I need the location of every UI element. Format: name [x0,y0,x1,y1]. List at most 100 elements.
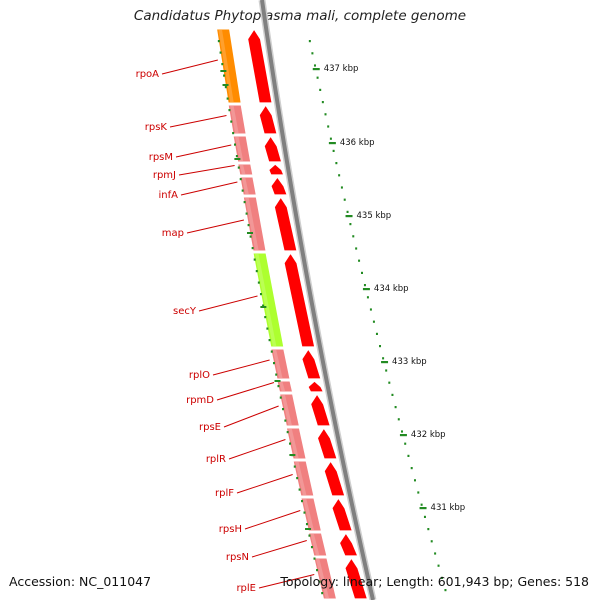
inner-dot [255,270,258,273]
inner-dot [296,477,299,480]
outer-dot [324,113,327,116]
kbp-tick-mark [312,68,320,71]
gene-label-rplO: rplO [189,370,210,381]
inner-dot [303,511,306,514]
inner-dash [234,158,241,160]
outer-dot [363,284,366,287]
kbp-tick-mark [419,507,427,510]
gene-highlight-map [245,198,259,250]
outer-dot [397,418,400,421]
inner-dot [277,385,280,388]
outer-dot [404,442,407,445]
inner-dot [221,63,224,66]
outer-dot [316,76,319,79]
inner-dot [262,304,265,307]
leader-rpsM [175,144,232,158]
gene-highlight-rpmJ [239,165,246,174]
inner-dot [286,431,289,434]
outer-dot [417,491,420,494]
gene-block-rpsN [307,532,328,557]
accession-text: Accession: NC_011047 [9,574,152,589]
inner-dot [289,442,292,445]
inner-dash [305,528,312,530]
gene-highlight-rpsE [281,395,292,425]
cds-track [246,27,369,600]
inner-dot [284,419,287,422]
gene-highlight-rplO [272,350,283,378]
outer-dot [444,589,447,592]
outer-dot [430,540,433,543]
outer-dot [423,515,426,518]
inner-dot [232,132,235,135]
outer-dot [329,137,332,140]
gene-label-rpmJ: rpmJ [153,170,176,181]
kbp-label: 433 kbp [392,357,427,367]
inner-dash [289,454,296,456]
leader-rpoA [161,59,218,75]
outer-dot [360,271,363,274]
outer-dot [369,308,372,311]
inner-dot [279,396,282,399]
outer-dot [346,210,349,213]
gene-highlight-rpoA [218,30,234,102]
gene-block-rpmD [276,380,294,393]
outer-dot [400,430,403,433]
inner-dash [220,70,227,72]
dotted-guides [217,40,447,595]
outer-dot [375,332,378,335]
outer-dot [440,576,443,579]
outer-dot [343,198,346,201]
cds-arrow-secY [283,251,316,348]
gene-block-rpsH [300,497,323,532]
inner-dot [298,488,301,491]
cds-arrow-rpmJ [267,163,285,176]
inner-dot [235,155,238,158]
leader-rpmJ [178,165,235,176]
inner-dot [259,293,262,296]
outer-dot [319,88,322,91]
map-title: Candidatus Phytoplasma mali, complete ge… [133,8,467,24]
inner-dot [316,569,319,572]
gene-label-rplE: rplE [236,583,256,594]
label-leaders [161,59,315,589]
kbp-label: 432 kbp [411,430,446,440]
outer-dot [427,528,430,531]
outer-dot [327,125,330,128]
leader-rpsK [169,115,227,128]
inner-dot [272,362,275,365]
gene-label-infA: infA [159,190,179,201]
outer-dot [420,503,423,506]
cds-arrow-rpsM [263,134,283,163]
inner-dot [243,201,246,204]
gene-labels: rpoA rpsK rpsM rpmJ infA map secY rplO rpmD rpsE r… [136,69,256,594]
cds-arrow-rpsK [258,103,278,135]
gene-block-rplO [270,348,291,380]
inner-dot [247,224,250,227]
inner-dot [224,86,227,89]
gene-label-secY: secY [173,306,197,317]
kbp-label: 434 kbp [374,284,409,294]
inner-dot [270,350,273,353]
outer-dot [308,40,311,43]
outer-dot [311,52,314,55]
outer-dot [335,162,338,165]
kbp-label: 436 kbp [340,138,375,148]
inner-dot [217,40,220,43]
outer-dot [313,64,316,67]
topology-text: Topology: linear; Length: 601,943 bp; Ge… [280,574,589,589]
inner-dot [282,408,285,411]
outer-dot [391,393,394,396]
gene-highlight-rpsK [230,106,239,133]
gene-label-rpsE: rpsE [199,422,221,433]
gene-highlight-secY [255,254,277,346]
kbp-label: 431 kbp [431,503,466,513]
outer-dot [352,235,355,238]
inner-dot [321,592,324,595]
gene-block-rplF [292,460,315,497]
cds-arrow-rplR [316,426,338,460]
outer-dot [332,149,335,152]
inner-dash [246,232,253,234]
outer-dot [379,345,382,348]
leader-rplE [258,574,315,589]
inner-dot [230,120,233,123]
